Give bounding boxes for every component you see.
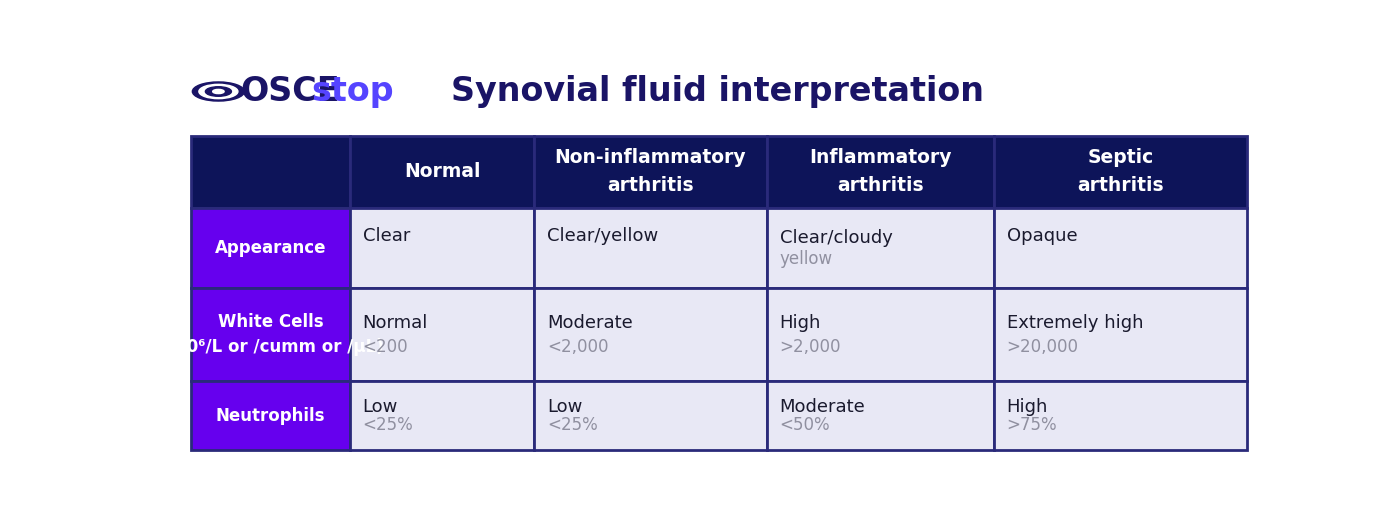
- Bar: [192, 208, 350, 288]
- Text: Extremely high: Extremely high: [1007, 313, 1144, 331]
- Text: >20,000: >20,000: [1007, 338, 1078, 356]
- Text: Septic
arthritis: Septic arthritis: [1077, 148, 1163, 195]
- Bar: [994, 208, 1247, 288]
- Text: OSCE: OSCE: [241, 75, 340, 108]
- Text: Normal: Normal: [403, 162, 480, 181]
- Circle shape: [199, 84, 238, 99]
- Text: Normal: Normal: [363, 313, 428, 331]
- Text: Synovial fluid interpretation: Synovial fluid interpretation: [451, 75, 984, 108]
- Text: Clear: Clear: [363, 227, 410, 245]
- Text: Low: Low: [547, 398, 582, 416]
- Bar: [767, 288, 994, 381]
- Text: <2,000: <2,000: [547, 338, 609, 356]
- Text: stop: stop: [312, 75, 395, 108]
- Text: High: High: [1007, 398, 1049, 416]
- Text: Neutrophils: Neutrophils: [216, 406, 325, 424]
- Bar: [192, 288, 350, 381]
- Bar: [350, 135, 535, 208]
- Text: Appearance: Appearance: [214, 239, 326, 257]
- Bar: [535, 288, 767, 381]
- Circle shape: [213, 89, 224, 94]
- Text: Moderate: Moderate: [547, 313, 633, 331]
- Text: Inflammatory
arthritis: Inflammatory arthritis: [809, 148, 952, 195]
- Bar: [535, 135, 767, 208]
- Bar: [767, 135, 994, 208]
- Bar: [350, 208, 535, 288]
- Text: <25%: <25%: [547, 416, 598, 434]
- Bar: [350, 288, 535, 381]
- Text: Clear/yellow: Clear/yellow: [547, 227, 658, 245]
- Text: <25%: <25%: [363, 416, 413, 434]
- Bar: [767, 381, 994, 450]
- Text: <200: <200: [363, 338, 409, 356]
- Bar: [350, 381, 535, 450]
- Text: >75%: >75%: [1007, 416, 1057, 434]
- Text: White Cells
(x10⁶/L or /cumm or /μL): White Cells (x10⁶/L or /cumm or /μL): [157, 313, 384, 356]
- Bar: [994, 381, 1247, 450]
- Text: >2,000: >2,000: [780, 338, 841, 356]
- Bar: [535, 381, 767, 450]
- Text: <50%: <50%: [780, 416, 830, 434]
- Text: yellow: yellow: [780, 250, 833, 267]
- Bar: [767, 208, 994, 288]
- Bar: [535, 208, 767, 288]
- Bar: [192, 135, 350, 208]
- Text: Non-inflammatory
arthritis: Non-inflammatory arthritis: [554, 148, 746, 195]
- Circle shape: [206, 87, 231, 96]
- Text: High: High: [780, 313, 820, 331]
- Bar: [994, 135, 1247, 208]
- Circle shape: [192, 82, 245, 101]
- Bar: [994, 288, 1247, 381]
- Bar: [192, 381, 350, 450]
- Text: Low: Low: [363, 398, 398, 416]
- Text: Moderate: Moderate: [780, 398, 865, 416]
- Text: Clear/cloudy: Clear/cloudy: [780, 229, 893, 247]
- Text: Opaque: Opaque: [1007, 227, 1077, 245]
